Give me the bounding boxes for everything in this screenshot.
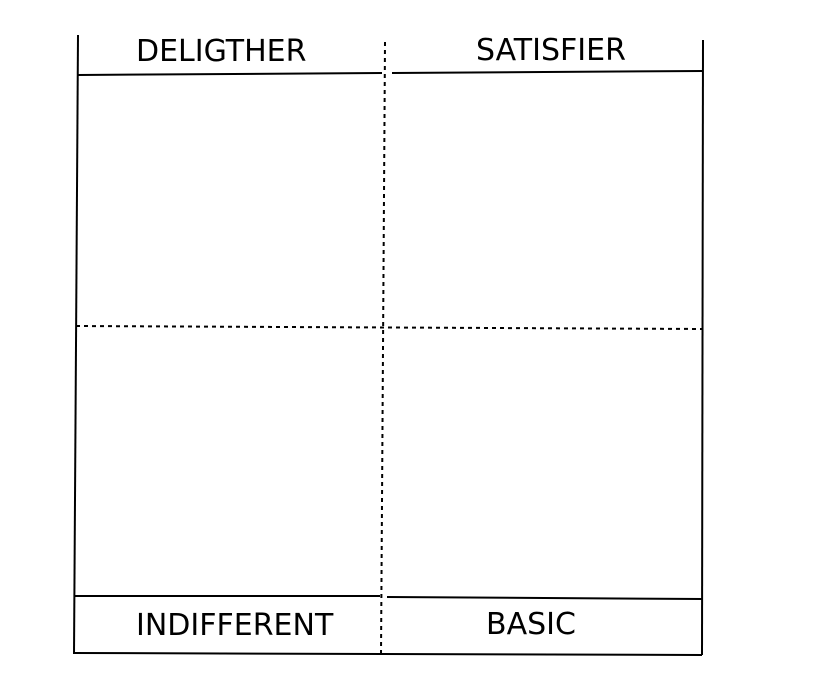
label-bottom-left: INDIFFERENT: [136, 608, 334, 643]
top-left-header-line: [77, 72, 383, 76]
horizontal-divider: [75, 325, 704, 330]
vertical-divider: [380, 41, 386, 656]
label-bottom-right: BASIC: [486, 607, 576, 642]
bottom-border: [73, 652, 703, 656]
label-top-left: DELIGTHER: [136, 34, 306, 69]
left-border: [73, 34, 79, 655]
bottom-right-header-line: [386, 596, 704, 600]
label-top-right: SATISFIER: [476, 33, 626, 68]
right-border: [701, 39, 704, 656]
top-right-header-line: [391, 70, 704, 74]
